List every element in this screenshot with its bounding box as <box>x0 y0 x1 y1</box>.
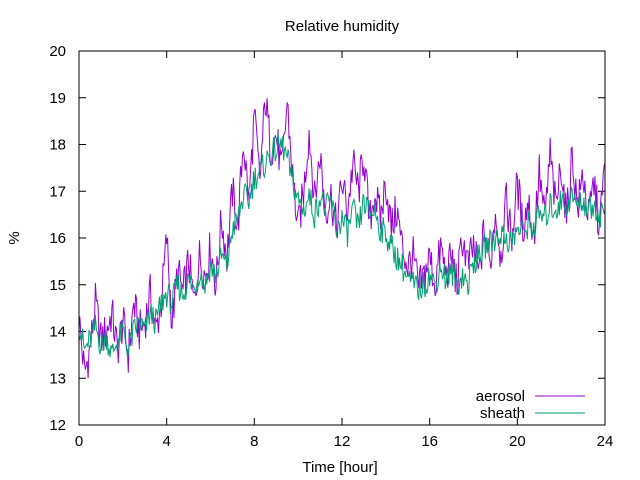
axis-ticks: 0 4 8 12 16 20 24 12 13 14 15 16 17 18 19 20 <box>49 43 613 450</box>
x-axis-label: Time [hour] <box>302 459 377 476</box>
chart-title: Relative humidity <box>285 18 400 35</box>
y-axis-label: % <box>6 231 23 244</box>
y-tick-label: 18 <box>49 137 66 154</box>
y-tick-label: 15 <box>49 277 66 294</box>
y-tick-label: 13 <box>49 370 66 387</box>
legend-label-aerosol: aerosol <box>476 388 525 405</box>
y-tick-label: 17 <box>49 183 66 200</box>
y-tick-label: 20 <box>49 43 66 60</box>
x-tick-label: 0 <box>75 433 83 450</box>
series-line-aerosol <box>78 98 606 379</box>
y-tick-label: 16 <box>49 230 66 247</box>
y-tick-label: 19 <box>49 90 66 107</box>
x-tick-label: 4 <box>162 433 170 450</box>
series-layer <box>78 98 606 379</box>
plot-frame <box>78 50 606 426</box>
x-tick-label: 8 <box>250 433 258 450</box>
x-tick-label: 24 <box>597 433 614 450</box>
x-tick-label: 20 <box>509 433 526 450</box>
legend-label-sheath: sheath <box>480 405 525 422</box>
x-tick-label: 12 <box>334 433 351 450</box>
x-tick-label: 16 <box>421 433 438 450</box>
series-line-sheath <box>78 133 606 358</box>
y-tick-label: 14 <box>49 324 66 341</box>
y-tick-label: 12 <box>49 417 66 434</box>
